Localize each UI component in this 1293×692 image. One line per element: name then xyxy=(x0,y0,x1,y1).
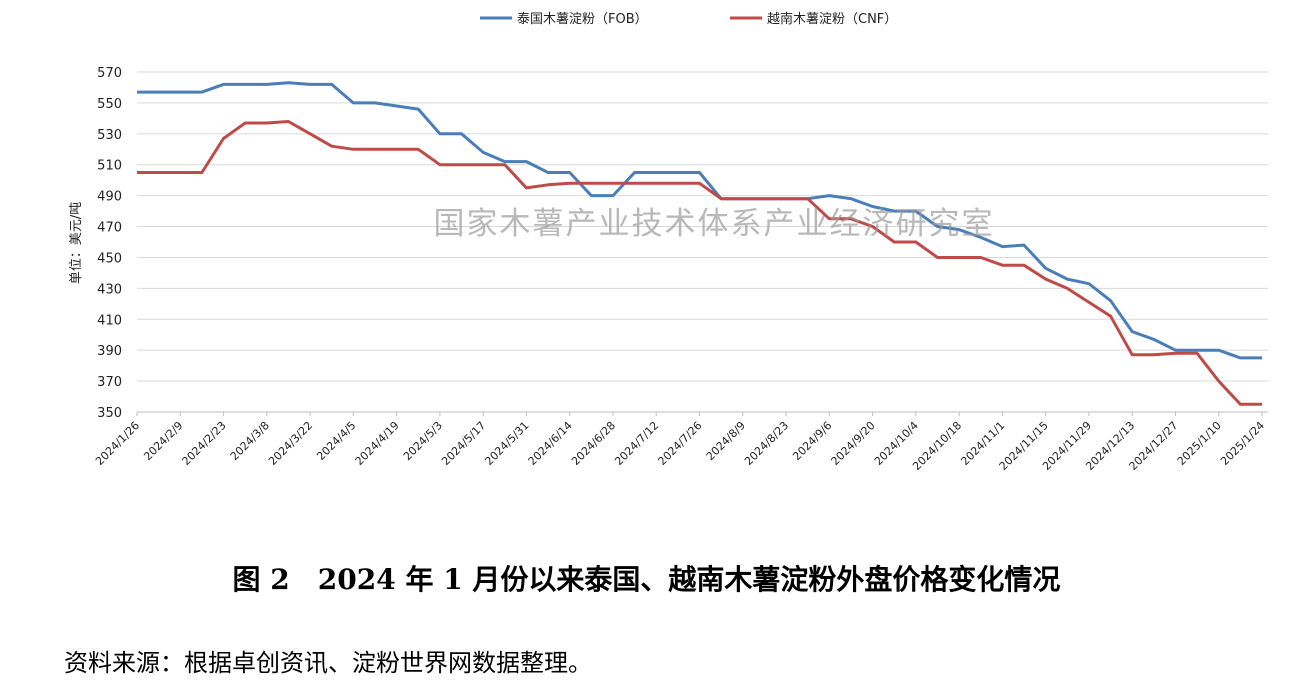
x-tick-label: 2024/6/28 xyxy=(569,419,618,468)
legend-label-vietnam: 越南木薯淀粉（CNF） xyxy=(767,11,897,27)
series-line-vietnam xyxy=(137,120,1262,406)
legend: 泰国木薯淀粉（FOB） 越南木薯淀粉（CNF） xyxy=(480,11,897,27)
x-tick-label: 2024/7/26 xyxy=(656,419,705,468)
y-axis-label: 单位：美元/吨 xyxy=(69,202,84,284)
y-tick-label: 410 xyxy=(97,313,122,328)
figure-caption: 图 2 2024 年 1 月份以来泰国、越南木薯淀粉外盘价格变化情况 xyxy=(232,563,1061,596)
y-tick-label: 450 xyxy=(97,251,122,266)
x-tick-label: 2024/5/31 xyxy=(482,419,531,468)
series-lines xyxy=(137,81,1262,406)
grid xyxy=(137,71,1268,413)
y-tick-label: 550 xyxy=(97,97,122,112)
y-tick-label: 430 xyxy=(97,282,122,297)
x-tick-label: 2024/2/9 xyxy=(141,419,185,463)
x-tick-label: 2024/5/17 xyxy=(439,419,488,468)
x-tick-label: 2024/7/12 xyxy=(612,419,661,468)
y-tick-label: 490 xyxy=(97,190,122,205)
line-chart: 泰国木薯淀粉（FOB） 越南木薯淀粉（CNF） 350 370 390 410 430 4… xyxy=(69,11,1268,473)
x-tick-label: 2024/6/14 xyxy=(526,419,575,468)
y-tick-label: 470 xyxy=(97,221,122,236)
x-tick-label: 2024/1/26 xyxy=(93,419,142,468)
y-tick-label: 390 xyxy=(97,344,122,359)
y-tick-label: 530 xyxy=(97,128,122,143)
x-tick-label: 2024/4/5 xyxy=(314,419,358,463)
watermark: 国家木薯产业技术体系产业经济研究室 xyxy=(434,206,995,242)
y-tick-label: 570 xyxy=(97,66,122,81)
x-tick-label: 2024/9/20 xyxy=(829,419,878,468)
legend-label-thailand: 泰国木薯淀粉（FOB） xyxy=(517,12,648,27)
y-tick-label: 510 xyxy=(97,159,122,174)
x-tick-label: 2024/8/9 xyxy=(704,419,748,463)
x-tick-label: 2024/2/23 xyxy=(180,419,229,468)
x-tick-label: 2024/4/19 xyxy=(353,419,402,468)
source-note: 资料来源：根据卓创资讯、淀粉世界网数据整理。 xyxy=(64,649,592,677)
x-tick-label: 2025/1/24 xyxy=(1218,419,1267,468)
x-tick-label: 2024/3/8 xyxy=(228,419,272,463)
x-tick-label: 2024/3/22 xyxy=(266,419,315,468)
x-tick-label: 2024/8/23 xyxy=(742,419,791,468)
x-tick-label: 2024/5/3 xyxy=(401,419,445,463)
series-line-thailand xyxy=(137,81,1262,360)
y-tick-label: 370 xyxy=(97,375,122,390)
x-tick-label: 2024/9/6 xyxy=(790,419,834,463)
x-tick-label: 2025/1/10 xyxy=(1175,419,1224,468)
y-axis-ticks: 350 370 390 410 430 450 470 490 510 530 550 570 xyxy=(97,66,122,421)
y-tick-label: 350 xyxy=(97,406,122,421)
